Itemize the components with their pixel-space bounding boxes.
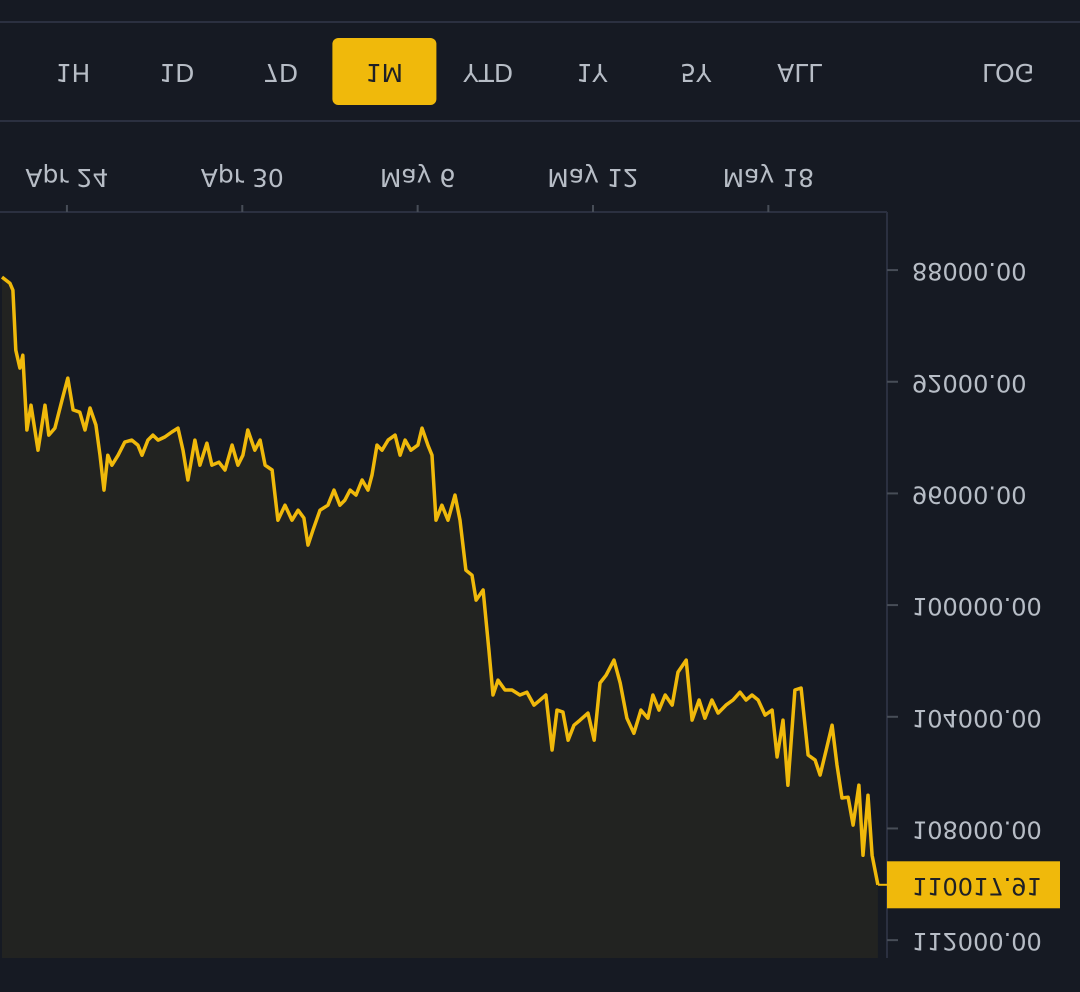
price-line bbox=[0, 275, 880, 886]
y-tick-label: 92000.00 bbox=[912, 369, 1027, 397]
plot-area bbox=[0, 212, 887, 958]
x-tick-label: May 12 bbox=[547, 163, 638, 192]
y-tick-label: 88000.00 bbox=[912, 257, 1027, 285]
area bbox=[2, 277, 878, 958]
y-tick-label: 108000.00 bbox=[912, 815, 1042, 843]
range-button[interactable]: 1Y bbox=[576, 58, 608, 87]
y-tick-label: 104000.00 bbox=[912, 704, 1042, 732]
range-button[interactable]: 7D bbox=[263, 58, 298, 87]
range-button-selected[interactable] bbox=[332, 38, 437, 105]
y-tick-label: 112000.00 bbox=[912, 927, 1042, 955]
log-toggle[interactable]: LOG bbox=[982, 58, 1034, 87]
range-button[interactable]: 5Y bbox=[680, 58, 712, 87]
y-tick-label: 96000.00 bbox=[912, 480, 1027, 508]
last-price-badge bbox=[887, 861, 1060, 909]
range-button[interactable]: YTD bbox=[462, 58, 513, 87]
x-tick-label: May 6 bbox=[380, 163, 456, 192]
x-tick-label: May 18 bbox=[723, 163, 814, 192]
range-button[interactable]: 1D bbox=[159, 58, 194, 87]
range-button[interactable]: 1H bbox=[56, 58, 91, 87]
x-tick-label: Apr 30 bbox=[201, 163, 284, 192]
range-button[interactable]: 1M bbox=[366, 58, 403, 87]
y-tick-label: 100000.00 bbox=[912, 592, 1042, 620]
last-price-label: 110017.91 bbox=[912, 872, 1042, 900]
x-tick-label: Apr 24 bbox=[25, 163, 108, 192]
range-button[interactable]: ALL bbox=[777, 58, 822, 87]
